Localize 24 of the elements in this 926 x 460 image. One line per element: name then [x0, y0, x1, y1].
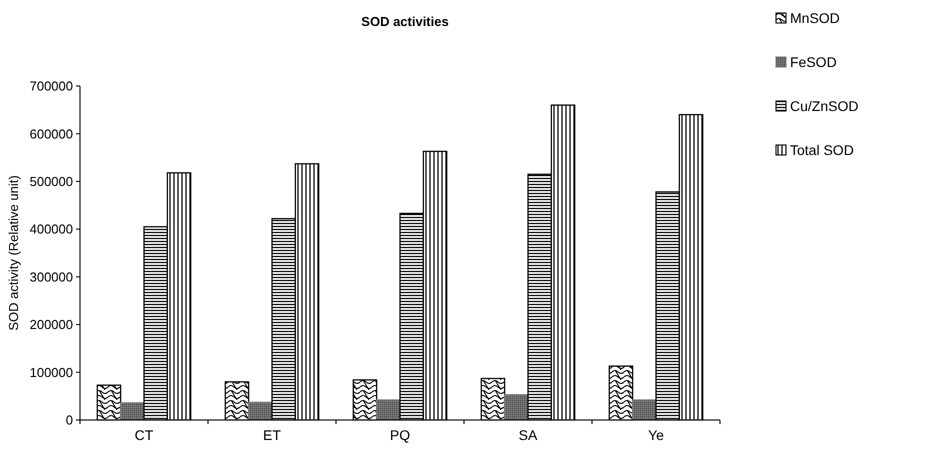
bar [632, 399, 657, 421]
y-tick-label: 200000 [30, 317, 73, 332]
y-tick-label: 300000 [30, 269, 73, 284]
y-tick-label: 0 [66, 412, 73, 428]
y-tick-label: 600000 [30, 126, 73, 142]
legend-label: FeSOD [790, 54, 837, 70]
x-tick-label: Ye [648, 427, 664, 443]
chart-title: SOD activities [361, 14, 449, 29]
legend-label: MnSOD [790, 10, 840, 26]
x-tick-label: ET [263, 427, 282, 443]
y-tick-label: 700000 [30, 78, 73, 94]
x-tick-label: CT [134, 427, 154, 443]
legend-label: Total SOD [790, 142, 854, 158]
y-tick-label: 100000 [30, 364, 73, 380]
bar [504, 394, 529, 421]
bar [248, 402, 273, 421]
bar [120, 402, 145, 421]
y-tick-label: 500000 [30, 174, 73, 189]
y-axis-title: SOD activity (Relative unit) [6, 175, 21, 331]
x-tick-label: SA [518, 427, 538, 443]
bar [376, 399, 401, 421]
y-tick-label: 400000 [30, 222, 73, 237]
x-tick-label: PQ [390, 427, 410, 443]
legend-label: Cu/ZnSOD [790, 98, 858, 114]
